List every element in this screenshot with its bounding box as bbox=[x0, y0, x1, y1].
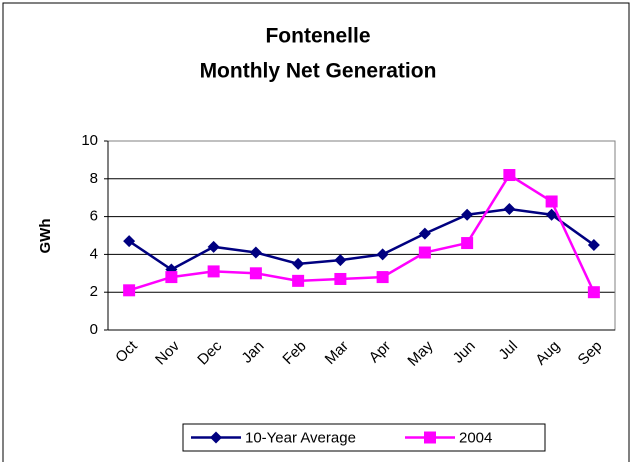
marker bbox=[249, 267, 262, 280]
marker bbox=[376, 248, 389, 261]
y-tick-label: 10 bbox=[81, 132, 98, 149]
marker bbox=[461, 237, 474, 250]
marker bbox=[292, 257, 305, 270]
marker bbox=[418, 227, 431, 240]
series-line bbox=[128, 173, 596, 293]
marker bbox=[249, 246, 262, 259]
marker bbox=[334, 254, 347, 267]
marker bbox=[587, 286, 600, 299]
chart-title: Fontenelle bbox=[265, 25, 370, 48]
y-tick-label: 8 bbox=[90, 170, 98, 187]
marker bbox=[503, 169, 516, 182]
marker bbox=[207, 240, 220, 253]
marker bbox=[123, 284, 136, 297]
y-tick-label: 6 bbox=[90, 208, 98, 225]
legend-label: 10-Year Average bbox=[245, 429, 356, 446]
marker bbox=[545, 208, 558, 221]
y-tick-label: 4 bbox=[90, 245, 98, 262]
series-line bbox=[128, 207, 595, 271]
marker bbox=[503, 203, 516, 216]
marker bbox=[461, 208, 474, 221]
marker bbox=[210, 431, 222, 444]
marker bbox=[418, 246, 431, 259]
legend-label: 2004 bbox=[459, 429, 492, 446]
chart-title: Monthly Net Generation bbox=[200, 60, 437, 83]
y-tick-label: 2 bbox=[90, 283, 98, 300]
marker bbox=[334, 272, 347, 285]
marker bbox=[207, 265, 220, 278]
marker bbox=[545, 195, 558, 208]
y-tick-label: 0 bbox=[90, 321, 98, 338]
marker bbox=[424, 431, 436, 444]
marker bbox=[165, 271, 178, 284]
y-axis-label: GWh bbox=[37, 219, 54, 254]
marker bbox=[376, 271, 389, 284]
legend-box bbox=[182, 423, 546, 452]
marker bbox=[123, 235, 136, 248]
marker bbox=[292, 274, 305, 287]
marker bbox=[587, 238, 600, 251]
